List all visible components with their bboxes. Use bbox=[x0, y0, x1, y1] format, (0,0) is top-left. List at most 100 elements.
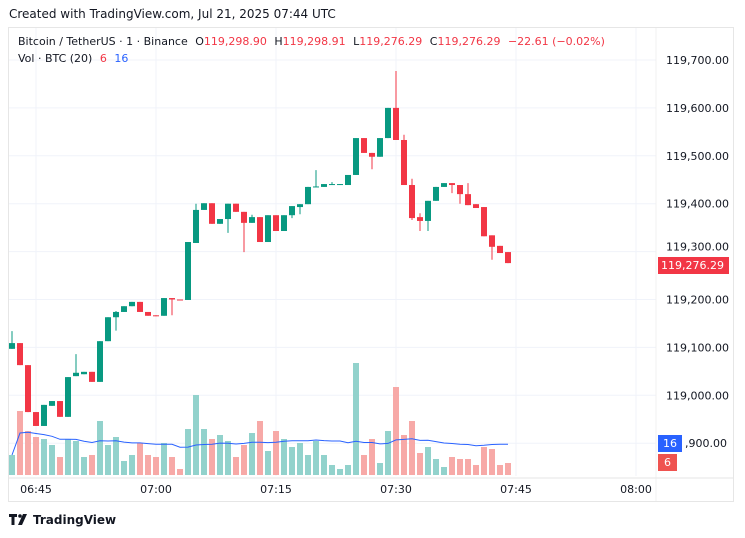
time-tick-label: 07:30 bbox=[380, 483, 412, 496]
created-with-caption: Created with TradingView.com, Jul 21, 20… bbox=[9, 7, 336, 21]
volume-bar bbox=[297, 443, 303, 475]
time-axis: 06:45 07:00 07:15 07:30 07:45 08:00 bbox=[9, 477, 733, 496]
candle-body bbox=[377, 138, 383, 157]
volume-bar bbox=[89, 455, 95, 475]
candle-body bbox=[137, 301, 143, 312]
tradingview-logo-text: TradingView bbox=[33, 513, 117, 527]
volume-bar bbox=[417, 453, 423, 475]
candle-body bbox=[121, 306, 127, 312]
time-tick-label: 07:00 bbox=[140, 483, 172, 496]
volume-bar bbox=[337, 469, 343, 475]
volume-ma-line bbox=[11, 431, 509, 456]
candle-body bbox=[265, 215, 271, 243]
candle-body bbox=[65, 377, 71, 417]
volume-bar bbox=[17, 411, 23, 475]
volume-bar bbox=[377, 463, 383, 475]
volume-bar bbox=[81, 457, 87, 475]
tradingview-logo-icon bbox=[9, 514, 27, 525]
candle-body bbox=[225, 203, 231, 220]
volume-bar bbox=[129, 455, 135, 475]
close-value: 119,276.29 bbox=[437, 35, 501, 48]
candle-body bbox=[185, 242, 191, 300]
volume-bar bbox=[169, 457, 175, 475]
candle-body bbox=[25, 365, 31, 413]
candle-body bbox=[217, 219, 223, 224]
volume-value: 6 bbox=[99, 52, 107, 65]
candle-body bbox=[401, 139, 407, 186]
volume-bar bbox=[33, 437, 39, 475]
candle-body bbox=[241, 211, 247, 223]
volume-label: Vol · BTC (20) bbox=[18, 52, 93, 65]
volume-bar bbox=[457, 459, 463, 475]
price-tick-label: 119,400.00 bbox=[666, 198, 729, 211]
chart-frame bbox=[8, 27, 734, 502]
time-tick-label: 06:45 bbox=[20, 483, 52, 496]
open-value: 119,298.90 bbox=[203, 35, 267, 48]
volume-bar bbox=[401, 435, 407, 475]
candle-body bbox=[257, 217, 263, 243]
volume-bar bbox=[385, 431, 391, 475]
volume-bar bbox=[105, 445, 111, 475]
candle-body bbox=[249, 217, 255, 223]
candle-body bbox=[417, 217, 423, 221]
last-price-badge: 119,276.29 bbox=[658, 257, 729, 274]
volume-bar bbox=[289, 447, 295, 475]
candle-body bbox=[49, 401, 55, 406]
candle-body bbox=[457, 185, 463, 195]
candle-body bbox=[97, 341, 103, 382]
candle-body bbox=[33, 412, 39, 426]
candle-body bbox=[409, 185, 415, 219]
volume-bar bbox=[121, 461, 127, 475]
tradingview-logo[interactable]: TradingView bbox=[9, 513, 116, 527]
volume-bar bbox=[233, 457, 239, 475]
volume-bar bbox=[353, 363, 359, 475]
candle-body bbox=[441, 183, 447, 187]
volume-bar bbox=[505, 463, 511, 475]
close-label: C bbox=[429, 35, 438, 48]
volume-bar bbox=[369, 439, 375, 475]
volume-bar bbox=[9, 455, 15, 475]
price-tick-label: 119,600.00 bbox=[666, 102, 729, 115]
volume-bar bbox=[241, 445, 247, 475]
candle-body bbox=[193, 209, 199, 243]
candle-body bbox=[497, 245, 503, 254]
volume-bar bbox=[489, 449, 495, 475]
candle-body bbox=[57, 401, 63, 417]
volume-ma-value: 16 bbox=[114, 52, 129, 65]
candle-body bbox=[17, 343, 23, 366]
volume-bar bbox=[153, 457, 159, 475]
candle-body bbox=[209, 203, 215, 224]
volume-bar bbox=[345, 465, 351, 475]
volume-bar bbox=[273, 431, 279, 475]
volume-bar bbox=[225, 441, 231, 475]
volume-bar bbox=[113, 437, 119, 475]
candle-body bbox=[113, 311, 119, 318]
volume-bar bbox=[393, 387, 399, 475]
candle-body bbox=[105, 317, 111, 342]
volume-bar bbox=[433, 459, 439, 475]
volume-bar bbox=[41, 439, 47, 475]
candle-body bbox=[329, 184, 335, 186]
volume-badge: 6 bbox=[658, 454, 677, 471]
candle-body bbox=[153, 315, 159, 317]
candle-body bbox=[273, 215, 279, 232]
volume-bar bbox=[185, 429, 191, 475]
price-tick-label: 119,100.00 bbox=[666, 341, 729, 354]
volume-bar bbox=[441, 467, 447, 475]
volume-bar bbox=[481, 447, 487, 475]
price-tick-label: 119,200.00 bbox=[666, 294, 729, 307]
volume-bar bbox=[425, 447, 431, 475]
candle-body bbox=[393, 107, 399, 140]
volume-bar bbox=[409, 421, 415, 475]
time-tick-label: 07:15 bbox=[260, 483, 292, 496]
candle-body bbox=[433, 186, 439, 201]
volume-bar bbox=[449, 457, 455, 475]
open-label: O bbox=[195, 35, 204, 48]
candle-body bbox=[481, 207, 487, 237]
price-tick-label: 119,500.00 bbox=[666, 150, 729, 163]
volume-bar bbox=[57, 457, 63, 475]
volume-bar bbox=[257, 421, 263, 475]
volume-bar bbox=[465, 459, 471, 475]
volume-bar bbox=[145, 455, 151, 475]
